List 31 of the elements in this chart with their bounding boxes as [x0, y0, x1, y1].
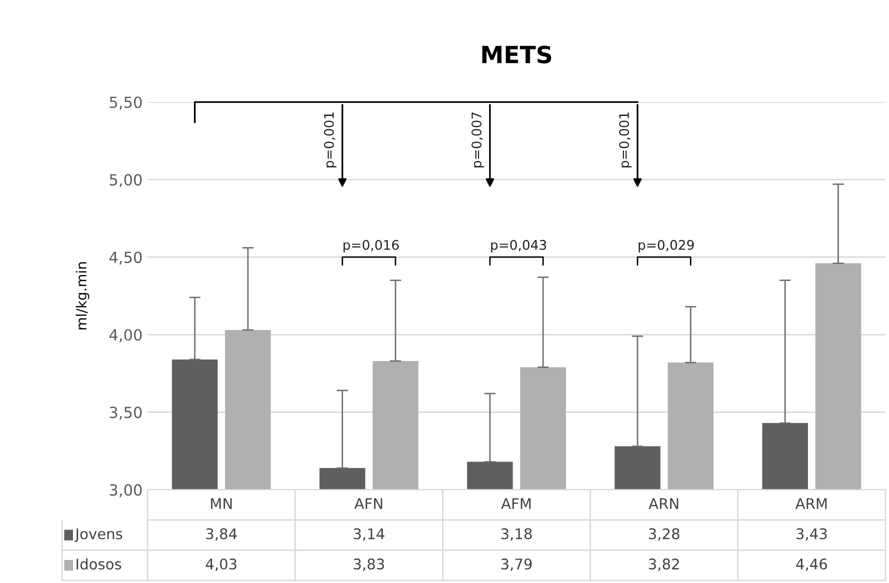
- annotation: p=0,001: [324, 112, 336, 168]
- annotation: p=0,029: [638, 240, 694, 252]
- y-tick-label: 4,00: [109, 329, 142, 342]
- x-tick-label: AFN: [354, 498, 382, 509]
- annotation: p=0,016: [344, 240, 399, 252]
- legend-label: Jovens: [74, 528, 122, 542]
- x-tick-label: MN: [211, 498, 232, 509]
- data-label: 3,82: [648, 558, 679, 572]
- data-label: 3,14: [354, 528, 384, 541]
- data-label: 3,84: [206, 528, 237, 541]
- data-label: 3,43: [796, 528, 827, 541]
- data-label: 3,79: [501, 558, 532, 572]
- data-label: 4,46: [796, 558, 827, 572]
- y-tick-label: 5,50: [110, 96, 142, 110]
- x-tick-label: ARN: [648, 498, 678, 509]
- annotation: p=0,001: [619, 112, 632, 168]
- chart-title: METS: [482, 46, 552, 64]
- data-label: 3,28: [648, 528, 680, 541]
- x-tick-label: ARM: [795, 498, 827, 509]
- annotation: p=0,043: [491, 240, 546, 252]
- y-tick-label: 3,50: [110, 406, 142, 420]
- y-tick-label: 5,00: [110, 174, 142, 188]
- x-tick-label: AFM: [501, 498, 531, 509]
- y-tick-label: 4,50: [109, 252, 142, 265]
- legend-label: Idosos: [76, 558, 122, 570]
- annotation: p=0,007: [472, 112, 484, 168]
- data-label: 4,03: [206, 558, 236, 572]
- y-axis-title: ml/kg.min: [76, 262, 90, 330]
- y-tick-label: 3,00: [110, 484, 142, 498]
- data-label: 3,18: [501, 528, 532, 541]
- data-label: 3,83: [354, 558, 384, 572]
